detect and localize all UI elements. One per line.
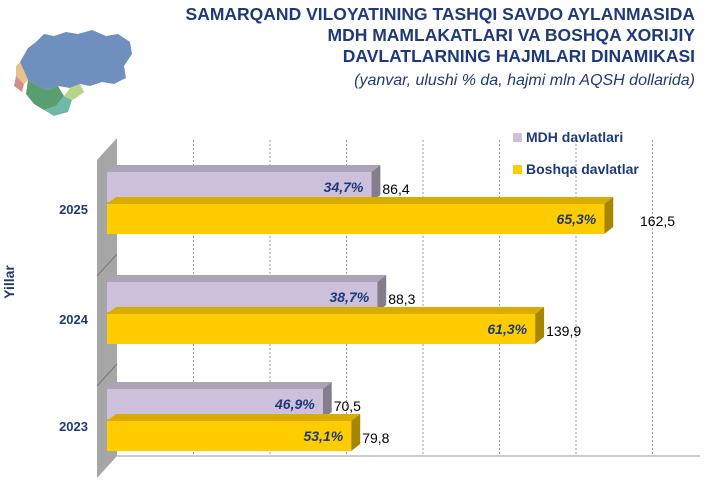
share-label-mdh: 38,7% [329, 289, 369, 305]
bar-boshqa-2024-side [535, 307, 545, 344]
legend-swatch-mdh [513, 133, 522, 142]
category-divider [96, 363, 118, 387]
chart-subtitle: (yanvar, ulushi % da, hajmi mln AQSH dol… [354, 72, 695, 89]
value-label-mdh: 88,3 [388, 291, 415, 307]
map-icon [14, 30, 132, 116]
bar-mdh-2025-side [371, 165, 381, 202]
legend: MDH davlatlari Boshqa davlatlar [513, 129, 639, 177]
bar-boshqa-2023-top [107, 414, 361, 421]
category-label: 2024 [59, 312, 89, 327]
bar-boshqa-2025-side [604, 197, 614, 234]
bar-boshqa-2023-side [351, 414, 361, 451]
bar-boshqa-2024 [107, 307, 545, 344]
y-axis-label: Yillar [1, 265, 17, 299]
chart-title: SAMARQAND VILOYATINING TASHQI SAVDO AYLA… [186, 4, 695, 67]
bar-boshqa-2024-top [107, 307, 545, 314]
share-label-mdh: 46,9% [274, 396, 315, 412]
bar-boshqa-2025 [107, 197, 614, 234]
value-label-boshqa: 139,9 [546, 323, 581, 339]
category-divider [96, 253, 118, 277]
category-label: 2025 [59, 202, 88, 217]
bar-mdh-2023-side [322, 382, 332, 419]
bar-boshqa-2025-top [107, 197, 614, 204]
bar-mdh-2024-side [377, 275, 387, 312]
bar-mdh-2024-top [107, 275, 387, 282]
title-line-3: DAVLATLARNING HAJMLARI DINAMIKASI [342, 46, 695, 66]
bar-boshqa-2023 [107, 414, 361, 451]
share-label-boshqa: 61,3% [487, 321, 527, 337]
bar-boshqa-2023-front [107, 421, 352, 451]
title-line-2: MDH MAMLAKATLARI VA BOSHQA XORIJIY [327, 25, 696, 45]
value-label-mdh: 70,5 [334, 398, 361, 414]
legend-label-mdh: MDH davlatlari [526, 129, 623, 145]
bar-mdh-2025-top [107, 165, 381, 172]
bar-boshqa-2024-front [107, 314, 536, 344]
share-label-mdh: 34,7% [324, 179, 364, 195]
share-label-boshqa: 65,3% [557, 211, 597, 227]
value-label-boshqa: 79,8 [362, 430, 389, 446]
value-label-boshqa: 162,5 [640, 213, 675, 229]
legend-label-boshqa: Boshqa davlatlar [526, 161, 639, 177]
bar-mdh-2023-top [107, 382, 332, 389]
value-label-mdh: 86,4 [382, 181, 409, 197]
bar-boshqa-2025-front [107, 204, 605, 234]
legend-swatch-boshqa [513, 165, 522, 174]
title-line-1: SAMARQAND VILOYATINING TASHQI SAVDO AYLA… [185, 4, 695, 24]
category-label: 2023 [59, 419, 88, 434]
share-label-boshqa: 53,1% [303, 428, 343, 444]
